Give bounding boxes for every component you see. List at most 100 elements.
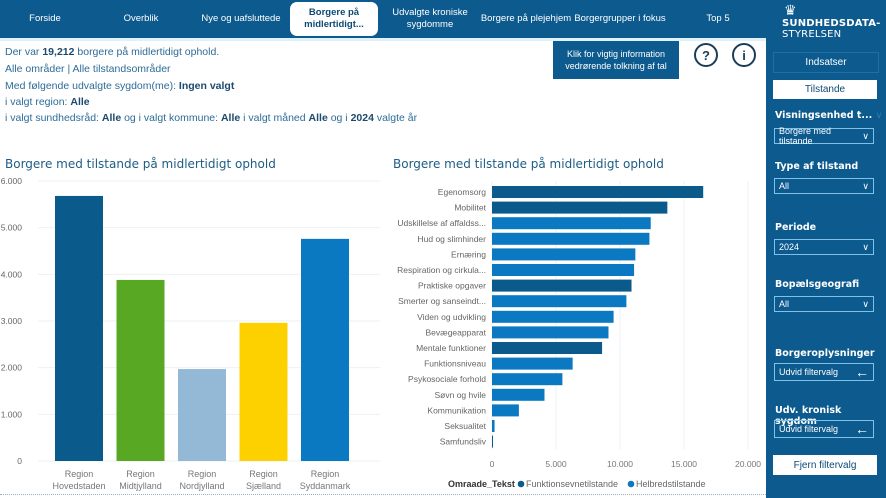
y-tick-label: Funktionsniveau — [424, 359, 486, 369]
selected-month: Alle — [308, 112, 328, 124]
divider — [0, 494, 766, 495]
arrow-left-icon: ← — [855, 421, 869, 437]
sundhedsdatastyrelsen-logo: ♛ SUNDHEDSDATA- STYRELSEN — [782, 4, 881, 40]
y-tick-label: Mobilitet — [454, 203, 486, 213]
nav-tab[interactable]: Borgere på plejehjem — [480, 13, 572, 24]
bar — [492, 342, 603, 354]
summary-line-region: i valgt region: Alle — [5, 96, 90, 108]
borgeroplysninger-label: Borgeroplysninger — [775, 348, 875, 359]
selected-municipality: Alle — [220, 112, 241, 124]
borgeroplysninger-expand[interactable]: Udvid filtervalg ← — [774, 363, 874, 381]
kronisk-label: Udv. kronisk sygdom — [775, 405, 842, 427]
x-tick-label: 20.000 — [735, 459, 761, 469]
y-tick-label: 3.000 — [1, 316, 23, 326]
summary-text: og i — [327, 112, 351, 124]
bar — [492, 373, 563, 386]
y-tick-label: Kommunikation — [427, 405, 486, 415]
y-tick-label: 0 — [17, 456, 22, 466]
nav-tab[interactable]: Nye og uafsluttede — [201, 13, 281, 24]
condition-bar-chart: 0 5.000 10.000 15.000 20.000 Egenomsorg Mobili… — [397, 181, 761, 489]
chevron-down-icon: ∨ — [862, 130, 869, 141]
summary-text: valgte år — [373, 112, 418, 124]
bar — [492, 201, 668, 214]
bar-region-hovedstaden — [55, 195, 103, 461]
arrow-left-icon: ← — [855, 364, 869, 380]
tilstande-button[interactable]: Tilstande — [773, 80, 877, 99]
chevron-down-icon[interactable]: ∨ — [875, 110, 883, 121]
summary-line-filters: i valgt sundhedsråd: Alle og i valgt kom… — [5, 112, 417, 124]
summary-text: i valgt måned — [240, 112, 309, 124]
bopael-value: All — [779, 299, 790, 309]
bar — [492, 420, 495, 432]
nav-tab[interactable]: Borgere på midlertidigt... — [290, 2, 378, 36]
important-info-button[interactable]: Klik for vigtig information vedrørende t… — [553, 41, 679, 79]
expand-filter-text: Udvid filtervalg — [779, 424, 839, 434]
x-tick-label: Region — [188, 469, 217, 479]
nav-tab[interactable]: Borgergrupper i fokus — [574, 13, 666, 24]
y-tick-label: Mentale funktioner — [416, 343, 486, 353]
y-tick-label: Psykosociale forhold — [408, 374, 486, 384]
summary-text: Med følgende udvalgte sygdom(me): — [5, 80, 179, 92]
x-tick-label: Region — [311, 469, 340, 479]
expand-filter-text: Udvid filtervalg — [779, 367, 839, 377]
chevron-down-icon: ∨ — [862, 298, 869, 309]
x-tick-label: Midtjylland — [119, 481, 162, 491]
visning-value: Borgere med tilstande — [779, 126, 832, 146]
type-value: All — [779, 181, 790, 191]
bar — [492, 404, 519, 417]
x-tick-label: Hovedstaden — [52, 481, 105, 491]
x-tick-label: 0 — [490, 459, 495, 469]
help-icon[interactable]: ? — [694, 43, 718, 67]
y-tick-label: 1.000 — [1, 409, 23, 419]
type-dropdown[interactable]: All ∨ — [774, 178, 874, 194]
y-tick-label: 2.000 — [1, 363, 23, 373]
bar — [492, 232, 650, 245]
x-tick-label: Region — [126, 469, 155, 479]
x-tick-label: Region — [65, 469, 94, 479]
nav-underline — [0, 38, 766, 41]
indsatser-button[interactable]: Indsatser — [773, 52, 879, 73]
y-tick-label: Ernæring — [451, 249, 486, 259]
chevron-down-icon: ∨ — [862, 180, 869, 191]
bopael-label: Bopælsgeografi — [775, 279, 860, 290]
bar — [492, 186, 704, 198]
summary-line-count: Der var 19,212 borgere på midlertidigt o… — [5, 46, 219, 58]
y-tick-label: 5.000 — [1, 223, 23, 233]
bar — [492, 264, 635, 276]
bopael-dropdown[interactable]: All ∨ — [774, 296, 874, 312]
x-tick-label: 5.000 — [545, 459, 567, 469]
nav-tab[interactable]: Udvalgte kroniske sygdomme — [392, 7, 468, 30]
legend-marker — [627, 480, 635, 488]
x-tick-label: 10.000 — [607, 459, 633, 469]
periode-dropdown[interactable]: 2024 ∨ — [774, 239, 874, 255]
crown-icon: ♛ — [784, 3, 797, 19]
y-tick-label: 6.000 — [1, 176, 23, 186]
visning-dropdown[interactable]: Borgere med tilstande ∨ — [774, 126, 874, 146]
top-navigation — [0, 0, 766, 38]
reset-filters-button[interactable]: Fjern filtervalg — [773, 455, 877, 475]
logo-text-line1: SUNDHEDSDATA- — [782, 18, 881, 29]
y-tick-label: Respiration og cirkula... — [397, 265, 486, 275]
bar-region-midtjylland — [116, 279, 165, 461]
info-icon[interactable]: i — [732, 43, 756, 67]
nav-tab[interactable]: Overblik — [123, 13, 159, 24]
x-tick-label: Nordjylland — [179, 481, 224, 491]
y-tick-label: Bevægeapparat — [426, 327, 487, 337]
region-bar-chart: 0 1.000 2.000 3.000 4.000 5.000 6.000 Region Hov… — [1, 176, 380, 491]
y-tick-label: Samfundsliv — [440, 437, 487, 447]
kronisk-expand[interactable]: Udvid filtervalg ← — [774, 420, 874, 438]
legend-marker — [517, 480, 525, 488]
selected-year: 2024 — [350, 112, 374, 124]
visning-label-text: Visningsenhed t... — [775, 110, 873, 121]
type-label: Type af tilstand — [775, 161, 859, 172]
selected-disease: Ingen valgt — [178, 80, 235, 92]
periode-label: Periode — [775, 222, 817, 233]
bar — [492, 279, 632, 292]
x-tick-label: 15.000 — [671, 459, 697, 469]
y-tick-label: Smerter og sanseindt... — [398, 296, 486, 306]
bar — [492, 217, 651, 230]
nav-tab[interactable]: Forside — [29, 13, 61, 24]
bar — [492, 435, 493, 448]
nav-tab[interactable]: Top 5 — [706, 13, 730, 24]
periode-value: 2024 — [779, 242, 800, 252]
